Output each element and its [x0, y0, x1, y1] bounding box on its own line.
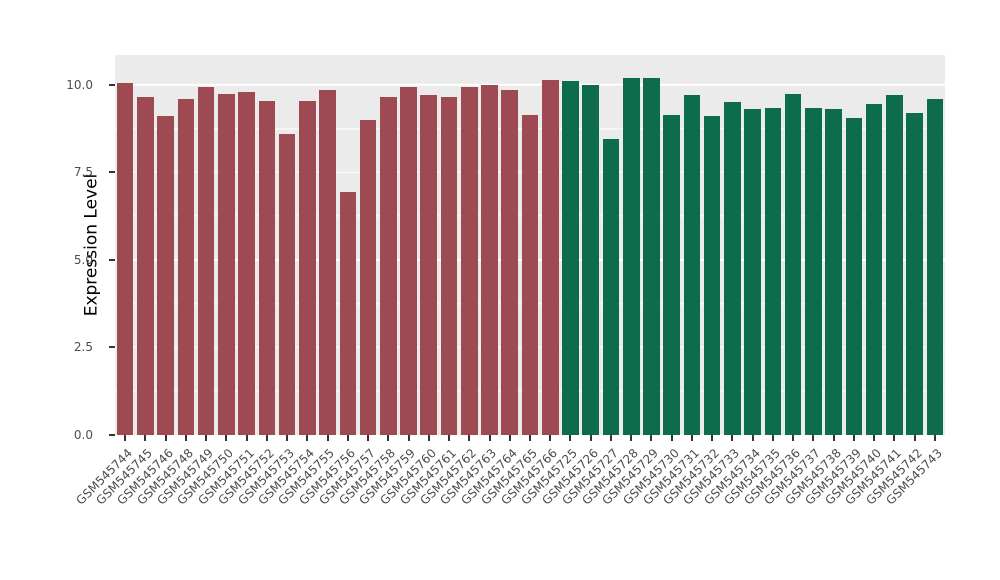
x-tick-mark	[771, 435, 774, 441]
bar	[238, 91, 255, 435]
bar	[278, 133, 296, 435]
bar	[116, 83, 134, 435]
x-tick-mark	[427, 435, 430, 441]
bar	[886, 95, 903, 435]
bar	[582, 84, 600, 435]
bar	[622, 77, 640, 435]
bar	[501, 90, 519, 435]
y-tick-mark	[109, 346, 115, 349]
bar	[744, 109, 761, 435]
x-tick-mark	[751, 435, 754, 441]
bar	[906, 112, 923, 435]
bar	[784, 93, 802, 435]
bar	[481, 84, 498, 435]
y-tick-label: 5.0	[73, 252, 93, 267]
x-tick-mark	[933, 435, 936, 441]
bar	[703, 116, 721, 435]
x-tick-mark	[346, 435, 349, 441]
x-tick-mark	[529, 435, 531, 441]
x-tick-mark	[711, 435, 714, 441]
bar	[562, 81, 579, 435]
bar	[319, 90, 336, 435]
major-gridline	[115, 84, 945, 86]
x-tick-mark	[225, 435, 228, 441]
x-tick-mark	[630, 435, 633, 441]
x-tick-mark	[832, 435, 835, 441]
bar	[541, 79, 559, 435]
bar	[359, 119, 377, 435]
bar	[339, 191, 357, 435]
y-tick-label: 7.5	[73, 165, 93, 180]
bar	[460, 86, 478, 435]
x-tick-mark	[893, 435, 896, 441]
x-tick-mark	[326, 435, 329, 441]
bar	[157, 116, 174, 435]
x-tick-mark	[367, 435, 370, 441]
x-tick-mark	[468, 435, 471, 441]
bar	[643, 77, 660, 435]
bar	[724, 102, 741, 435]
x-tick-mark	[387, 435, 390, 441]
x-tick-mark	[508, 435, 511, 441]
y-axis-tick-labels: 0.0 2.5 5.0 7.5 10.0	[55, 55, 105, 442]
x-tick-mark	[812, 435, 815, 441]
x-tick-mark	[609, 435, 612, 441]
bar	[400, 86, 417, 435]
bar	[663, 114, 680, 435]
x-tick-mark	[913, 435, 916, 441]
bar	[218, 93, 235, 435]
bar	[683, 95, 701, 435]
x-tick-mark	[205, 435, 208, 441]
bar	[865, 104, 883, 435]
bar	[926, 98, 944, 435]
y-tick-label: 0.0	[73, 428, 93, 442]
bar	[805, 107, 822, 435]
x-tick-mark	[873, 435, 876, 441]
bar	[299, 100, 316, 435]
bar	[764, 107, 782, 435]
y-tick-mark	[109, 258, 115, 261]
x-tick-mark	[670, 435, 673, 441]
y-tick-label: 2.5	[73, 340, 93, 355]
bar	[602, 139, 620, 435]
x-tick-mark	[650, 435, 653, 441]
x-tick-mark	[286, 435, 289, 441]
y-tick-mark	[109, 83, 115, 86]
x-tick-mark	[265, 435, 268, 441]
x-tick-mark	[549, 435, 552, 441]
plot-panel	[109, 55, 945, 441]
x-tick-mark	[792, 435, 795, 441]
x-axis-tick-labels: GSM545744 GSM545745 GSM545746 GSM545748 GSM5…	[73, 446, 945, 566]
bar	[137, 97, 154, 435]
x-tick-mark	[184, 435, 187, 441]
x-tick-mark	[731, 435, 734, 441]
bar	[440, 97, 458, 435]
x-tick-mark	[407, 435, 410, 441]
bar	[197, 86, 215, 435]
x-tick-mark	[245, 435, 248, 441]
bar	[258, 100, 276, 435]
x-tick-mark	[488, 435, 491, 441]
bar	[521, 114, 539, 435]
x-tick-mark	[144, 435, 147, 441]
x-tick-mark	[124, 435, 127, 441]
y-tick-mark	[109, 434, 115, 436]
y-tick-label: 10.0	[66, 77, 93, 92]
x-tick-mark	[690, 435, 693, 441]
x-tick-mark	[569, 435, 572, 441]
x-tick-mark	[589, 435, 592, 441]
y-tick-mark	[109, 171, 115, 174]
bar	[379, 97, 397, 435]
bar	[420, 95, 438, 435]
bar	[825, 109, 842, 435]
bar	[845, 118, 863, 435]
x-tick-mark	[164, 435, 167, 441]
x-tick-mark	[306, 435, 309, 441]
bar	[177, 98, 195, 435]
x-tick-mark	[852, 435, 855, 441]
x-tick-mark	[448, 435, 451, 441]
